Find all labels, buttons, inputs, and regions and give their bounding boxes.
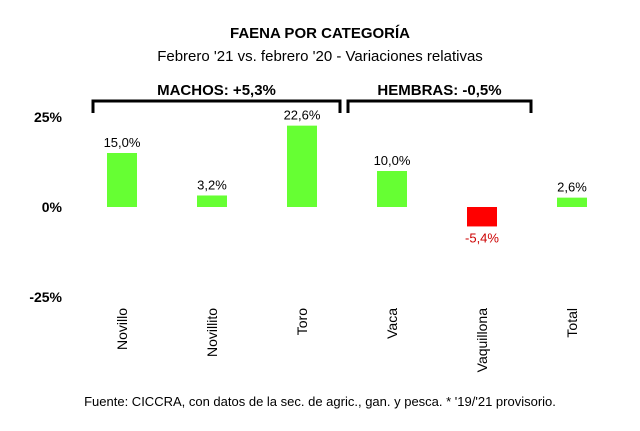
chart-subtitle: Febrero '21 vs. febrero '20 - Variacione… <box>157 48 483 65</box>
group-label: HEMBRAS: -0,5% <box>377 82 501 99</box>
x-tick-label: Novillito <box>204 308 220 357</box>
x-tick-label: Toro <box>294 308 310 335</box>
y-tick-label: 0% <box>42 199 63 215</box>
x-tick-label: Vaca <box>384 308 400 339</box>
data-label: 15,0% <box>104 135 141 150</box>
x-tick-label: Total <box>564 308 580 338</box>
data-label: 22,6% <box>284 108 321 123</box>
bar-vaquillona <box>467 207 497 227</box>
y-tick-label: 25% <box>34 109 63 125</box>
y-tick-label: -25% <box>29 289 62 305</box>
group-brackets: MACHOS: +5,3% HEMBRAS: -0,5% <box>91 82 533 113</box>
x-tick-label: Novillo <box>114 308 130 350</box>
bar-total <box>557 197 587 207</box>
bar-novillo <box>107 153 137 207</box>
data-label: 10,0% <box>374 153 411 168</box>
chart-title: FAENA POR CATEGORÍA <box>230 25 410 42</box>
data-labels: 15,0% 3,2% 22,6% 10,0% -5,4% 2,6% <box>104 108 588 246</box>
source-note: Fuente: CICCRA, con datos de la sec. de … <box>84 394 556 409</box>
bar-toro <box>287 125 317 207</box>
group-label: MACHOS: +5,3% <box>157 82 276 99</box>
x-tick-label: Vaquillona <box>474 308 490 373</box>
x-axis-labels: Novillo Novillito Toro Vaca Vaquillona Total <box>114 308 580 373</box>
bars <box>107 125 587 227</box>
data-label: 3,2% <box>197 177 227 192</box>
data-label: 2,6% <box>557 180 587 195</box>
y-axis: 25% 0% -25% <box>29 109 62 305</box>
data-label: -5,4% <box>465 230 499 245</box>
bar-novillito <box>197 195 227 207</box>
group-bracket <box>346 99 533 113</box>
bar-vaca <box>377 171 407 207</box>
group-bracket <box>91 99 342 113</box>
